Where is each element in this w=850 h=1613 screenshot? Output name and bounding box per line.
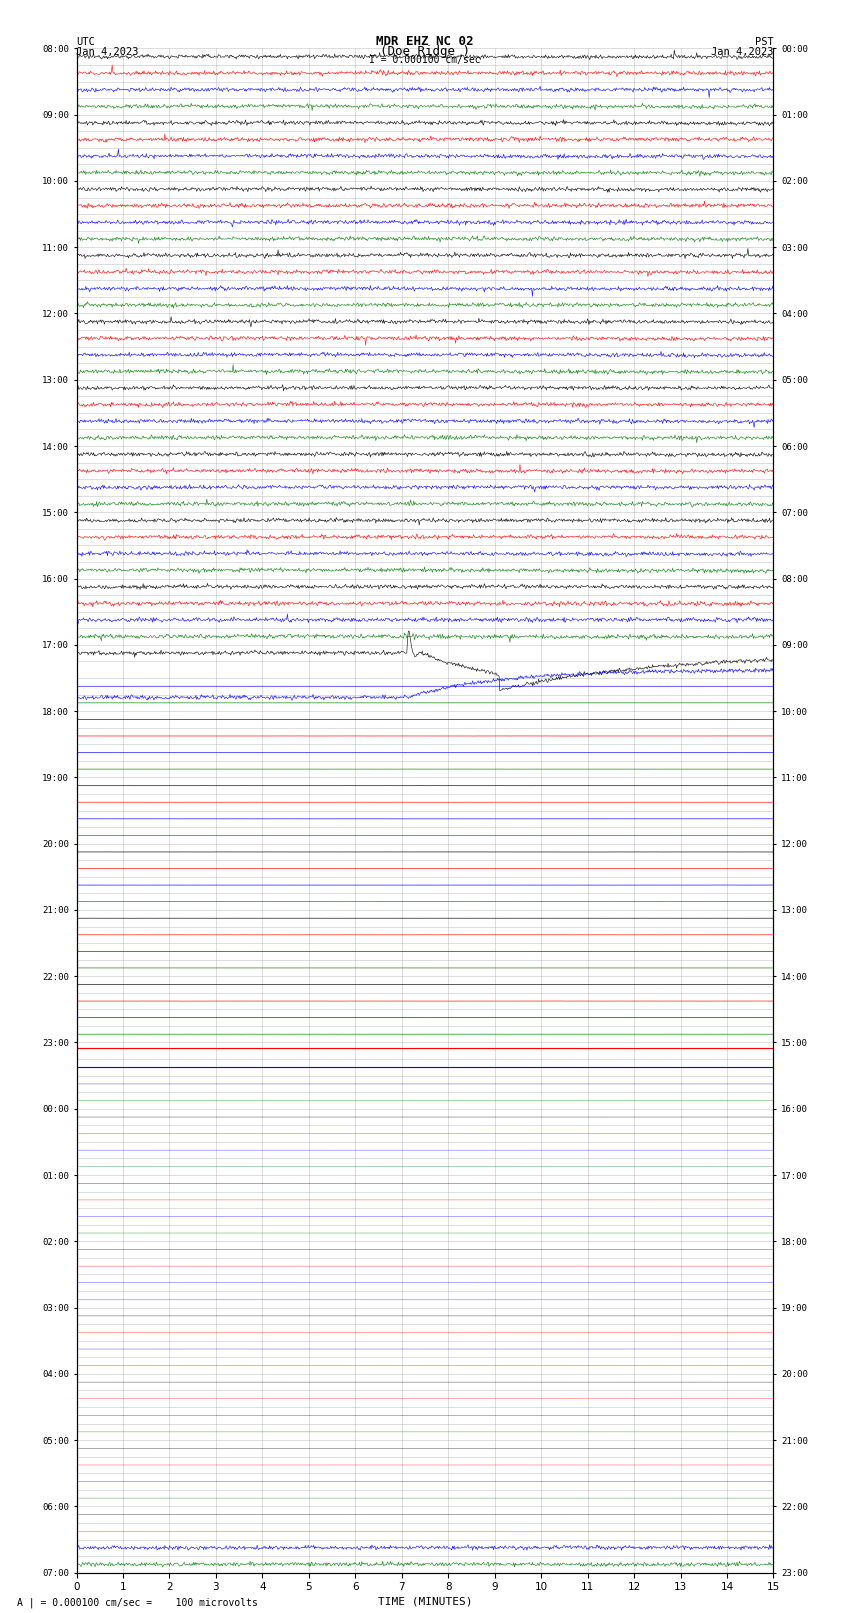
Text: A | = 0.000100 cm/sec =    100 microvolts: A | = 0.000100 cm/sec = 100 microvolts [17,1597,258,1608]
Text: Jan 4,2023: Jan 4,2023 [711,47,774,56]
Text: MDR EHZ NC 02: MDR EHZ NC 02 [377,35,473,48]
Text: I = 0.000100 cm/sec: I = 0.000100 cm/sec [369,55,481,65]
Text: UTC: UTC [76,37,95,47]
X-axis label: TIME (MINUTES): TIME (MINUTES) [377,1597,473,1607]
Text: Jan 4,2023: Jan 4,2023 [76,47,139,56]
Text: (Doe Ridge ): (Doe Ridge ) [380,45,470,58]
Text: PST: PST [755,37,774,47]
